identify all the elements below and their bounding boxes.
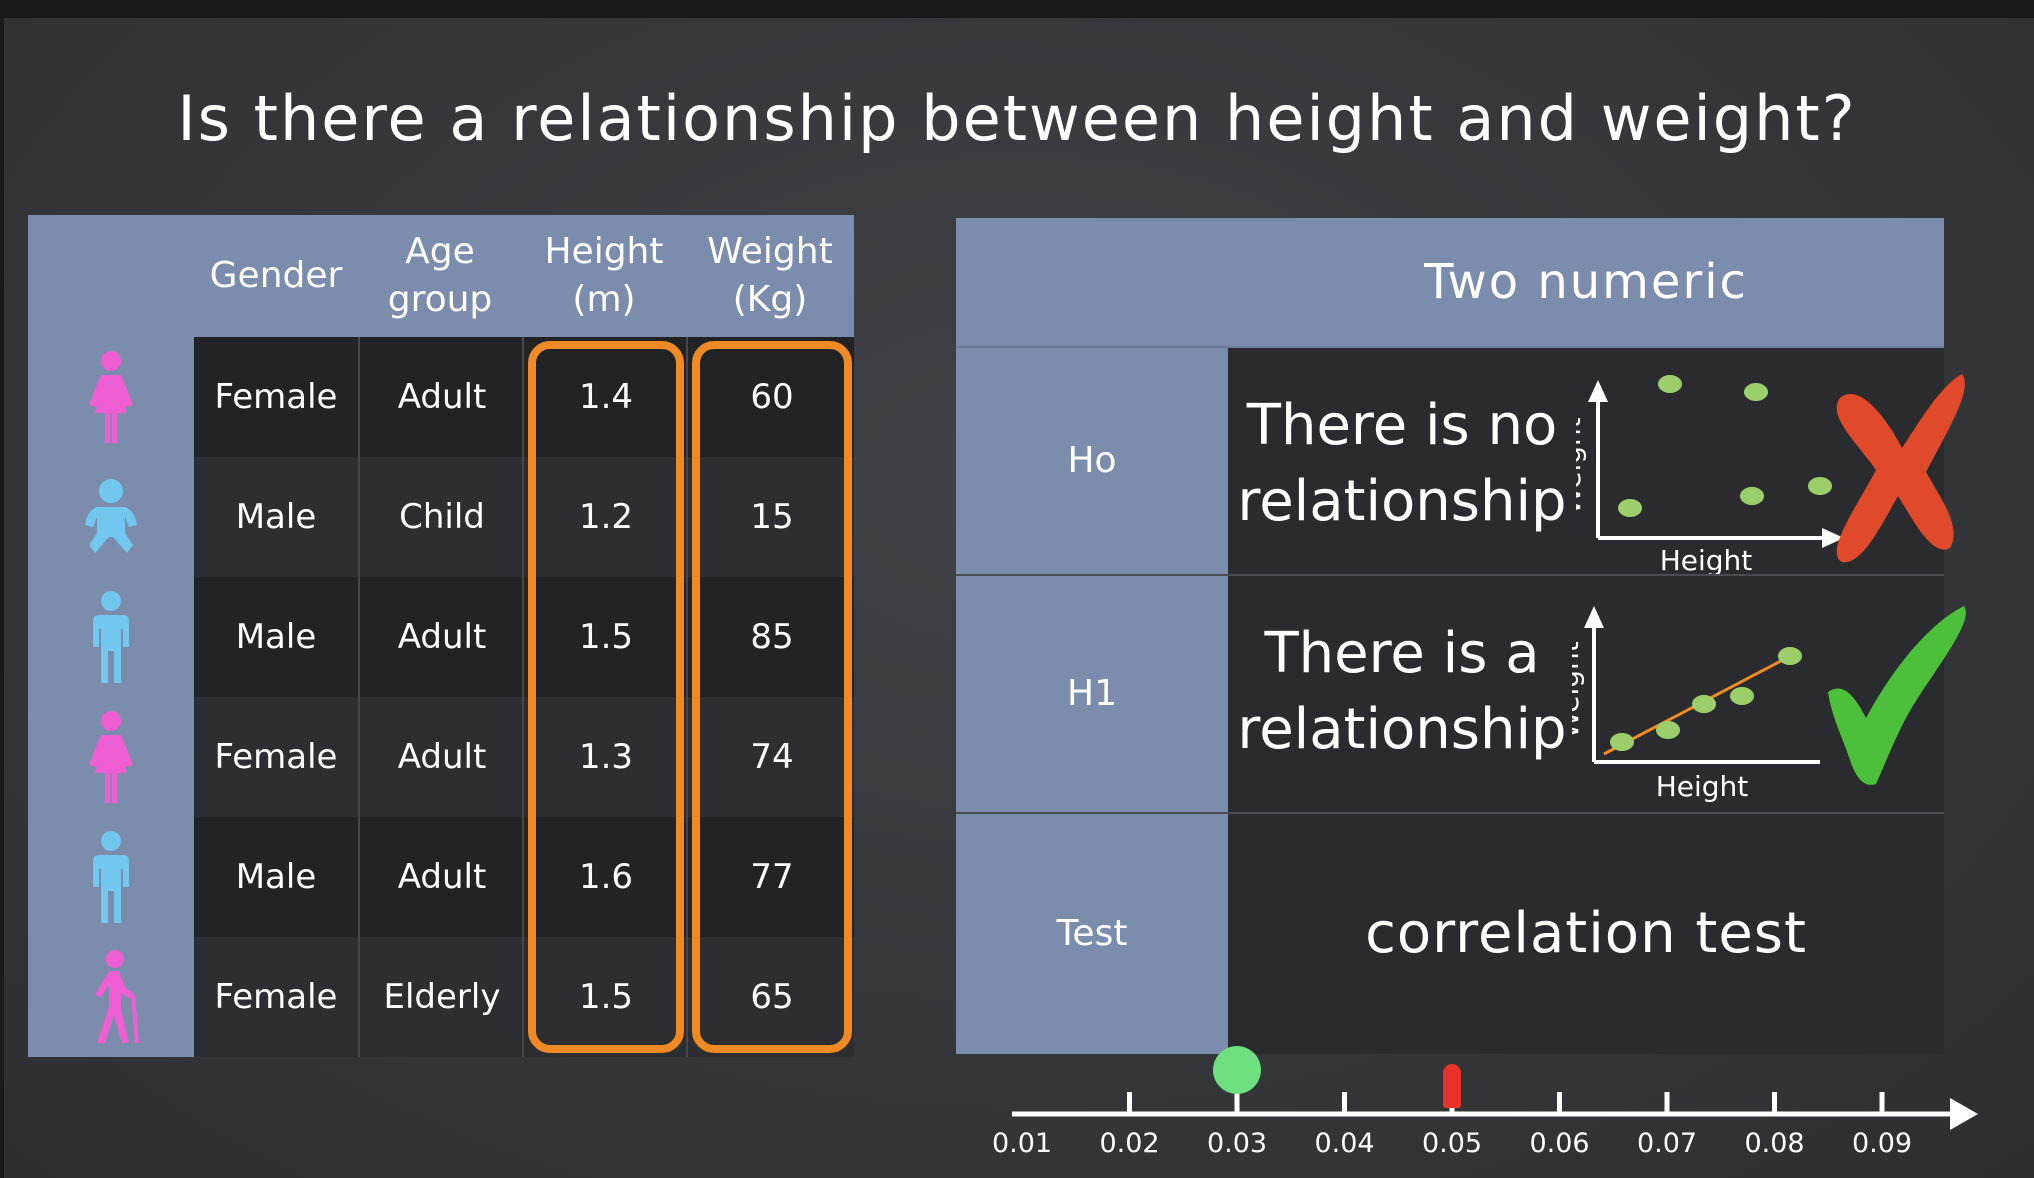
man-icon [28,817,194,937]
h0-ylabel: Weight [1576,417,1587,515]
hypothesis-header: Two numeric [1228,218,1944,346]
weight-cell: 74 [686,697,856,817]
gender-cell: Male [235,857,317,897]
height-cell: 1.2 [522,457,688,577]
woman-icon [28,337,194,457]
height-cell: 1.6 [522,817,688,937]
gender-cell: Male [235,617,317,657]
scatter-point [1808,477,1832,495]
h0-label: Ho [1067,439,1117,481]
weight-column-highlight [692,341,852,1053]
gender-cell: Female [214,977,338,1017]
x-axis-arrow-icon [1822,528,1844,548]
age-group-cell: Elderly [358,937,524,1057]
h1-ylabel: Weight [1572,641,1585,739]
scatter-point [1730,687,1754,705]
table-row: Male Child 1.2 15 [194,457,854,577]
axis-tick-label: 0.07 [1636,1128,1698,1159]
weight-cell: 60 [686,337,856,457]
table-row: Female Adult 1.3 74 [194,697,854,817]
axis-tick-label: 0.08 [1744,1128,1805,1159]
scatter-point [1740,487,1764,505]
axis-tick-label: 0.01 [991,1128,1053,1159]
woman-icon [28,697,194,817]
age-group-cell: Adult [358,817,524,937]
h1-label: H1 [1067,672,1117,714]
height-cell: 1.5 [522,577,688,697]
elderly-person-icon [28,937,194,1057]
divider [956,812,1944,814]
test-label: Test [1056,912,1128,954]
gender-cell: Female [214,737,338,777]
significance-level-marker [1443,1064,1461,1108]
age-group-cell: Adult [358,577,524,697]
scatter-point [1610,733,1634,751]
table-row: Female Adult 1.4 60 [194,337,854,457]
axis-tick-label: 0.03 [1206,1128,1268,1159]
weight-cell: 65 [686,937,856,1057]
hypothesis-table: Two numeric Ho H1 Test There is no relat… [956,218,1966,1054]
data-table: Gender Age group Height (m) Weight (Kg) … [28,215,854,1057]
header-gender: Gender [209,255,343,296]
axis-arrow-icon [1950,1098,1978,1130]
y-axis-arrow-icon [1584,606,1604,628]
p-value-marker [1213,1046,1261,1094]
scatter-point [1618,499,1642,517]
weight-cell: 85 [686,577,856,697]
header-age-group: Age group [387,231,493,320]
scatter-point [1656,721,1680,739]
table-row: Male Adult 1.6 77 [194,817,854,937]
slide-title: Is there a relationship between height a… [177,82,1857,155]
axis-tick-label: 0.04 [1314,1128,1375,1159]
scatter-point [1658,375,1682,393]
h1-text: There is a relationship [1237,621,1567,762]
baby-icon [28,457,194,577]
age-group-cell: Adult [358,697,524,817]
axis-tick-label: 0.09 [1851,1128,1913,1159]
red-cross-icon [1836,374,1965,563]
age-group-cell: Adult [358,337,524,457]
axis-tick-label: 0.05 [1421,1128,1483,1159]
height-cell: 1.3 [522,697,688,817]
h0-scatter-chart: Height Weight [1576,375,1844,574]
h1-xlabel: Height [1656,770,1749,803]
gender-cell: Female [214,377,338,417]
hypothesis-label-column [956,218,1228,1054]
y-axis-arrow-icon [1588,380,1608,402]
divider [956,574,1944,576]
weight-cell: 77 [686,817,856,937]
green-check-icon [1828,606,1966,785]
age-group-cell: Child [358,457,524,577]
height-cell: 1.5 [522,937,688,1057]
table-row: Male Adult 1.5 85 [194,577,854,697]
axis-tick-label: 0.02 [1099,1128,1160,1159]
divider [956,346,1944,348]
table-row: Female Elderly 1.5 65 [194,937,854,1057]
header-height: Height (m) [544,231,664,320]
h1-scatter-chart: Height Weight [1572,606,1820,803]
scatter-point [1692,695,1716,713]
h0-xlabel: Height [1660,544,1753,574]
height-cell: 1.4 [522,337,688,457]
header-weight: Weight (Kg) [707,231,833,320]
test-text: correlation test [1365,900,1807,966]
axis-tick-label: 0.06 [1529,1128,1590,1159]
weight-cell: 15 [686,457,856,577]
h0-text: There is no relationship [1237,393,1567,534]
p-value-axis [1012,1092,1978,1130]
man-icon [28,577,194,697]
scatter-point [1744,383,1768,401]
gender-cell: Male [235,497,317,537]
height-column-highlight [528,341,684,1053]
scatter-point [1778,647,1802,665]
